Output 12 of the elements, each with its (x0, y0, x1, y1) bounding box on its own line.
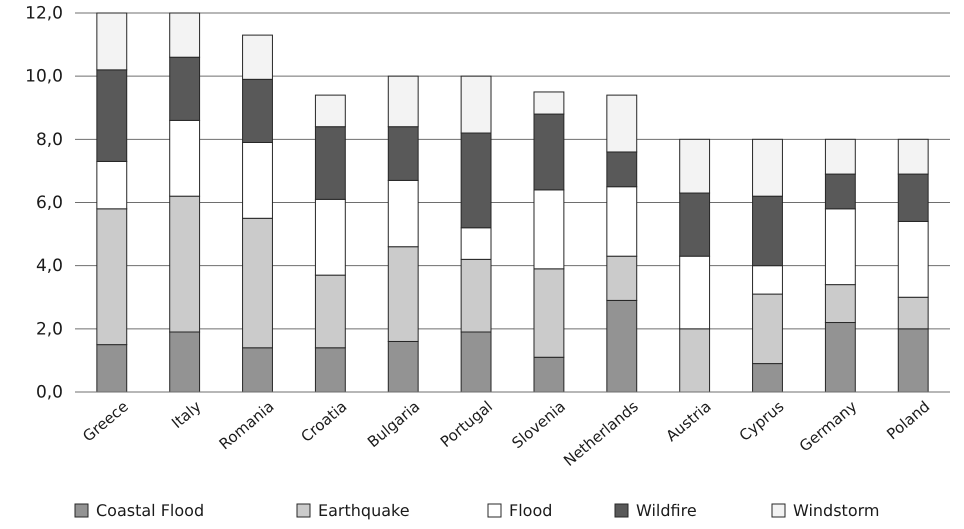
legend-label: Coastal Flood (96, 501, 204, 520)
legend-label: Windstorm (793, 501, 880, 520)
legend-label: Flood (509, 501, 552, 520)
y-tick-label: 8,0 (36, 130, 63, 150)
y-tick-label: 2,0 (36, 319, 63, 340)
legend-label: Earthquake (318, 501, 410, 520)
y-tick-label: 6,0 (36, 192, 63, 213)
y-tick-label: 4,0 (36, 256, 63, 276)
y-tick-label: 10,0 (25, 66, 63, 87)
y-tick-label: 0,0 (36, 382, 63, 402)
legend-label: Wildfire (636, 501, 697, 520)
y-tick-label: 12,0 (25, 3, 63, 24)
